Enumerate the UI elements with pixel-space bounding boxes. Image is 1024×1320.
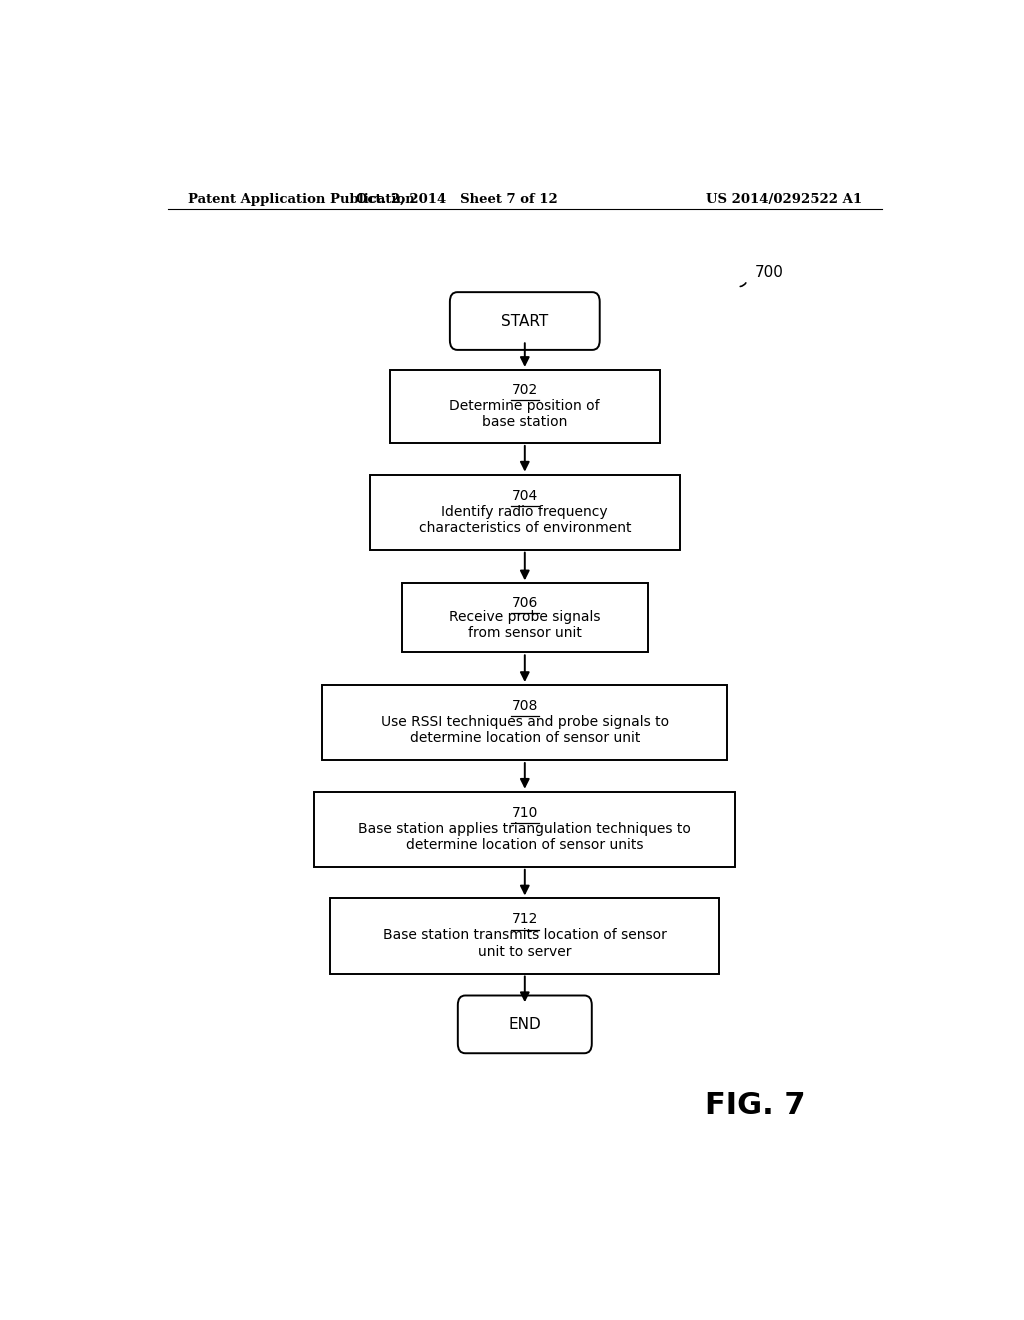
Text: 700: 700 — [755, 265, 783, 280]
Text: FIG. 7: FIG. 7 — [705, 1092, 805, 1121]
Text: END: END — [509, 1016, 541, 1032]
Text: 706: 706 — [512, 595, 538, 610]
Text: 712: 712 — [512, 912, 538, 927]
Bar — [314, 792, 735, 867]
Text: Oct. 2, 2014   Sheet 7 of 12: Oct. 2, 2014 Sheet 7 of 12 — [356, 193, 558, 206]
Text: Patent Application Publication: Patent Application Publication — [187, 193, 415, 206]
Text: 710: 710 — [512, 805, 538, 820]
Text: Base station transmits location of sensor
unit to server: Base station transmits location of senso… — [383, 928, 667, 958]
Bar — [390, 370, 659, 444]
Text: 702: 702 — [512, 383, 538, 397]
Text: Determine position of
base station: Determine position of base station — [450, 399, 600, 429]
Text: START: START — [501, 314, 549, 329]
Text: Use RSSI techniques and probe signals to
determine location of sensor unit: Use RSSI techniques and probe signals to… — [381, 715, 669, 744]
Text: US 2014/0292522 A1: US 2014/0292522 A1 — [706, 193, 862, 206]
Text: Identify radio frequency
characteristics of environment: Identify radio frequency characteristics… — [419, 504, 631, 535]
Text: Receive probe signals
from sensor unit: Receive probe signals from sensor unit — [450, 610, 600, 640]
Bar — [331, 899, 719, 974]
Text: 704: 704 — [512, 488, 538, 503]
Bar — [401, 583, 648, 652]
Bar — [370, 474, 680, 549]
Bar — [323, 685, 727, 760]
FancyBboxPatch shape — [450, 292, 600, 350]
Text: 708: 708 — [512, 700, 538, 713]
Text: Base station applies triangulation techniques to
determine location of sensor un: Base station applies triangulation techn… — [358, 821, 691, 851]
FancyBboxPatch shape — [458, 995, 592, 1053]
